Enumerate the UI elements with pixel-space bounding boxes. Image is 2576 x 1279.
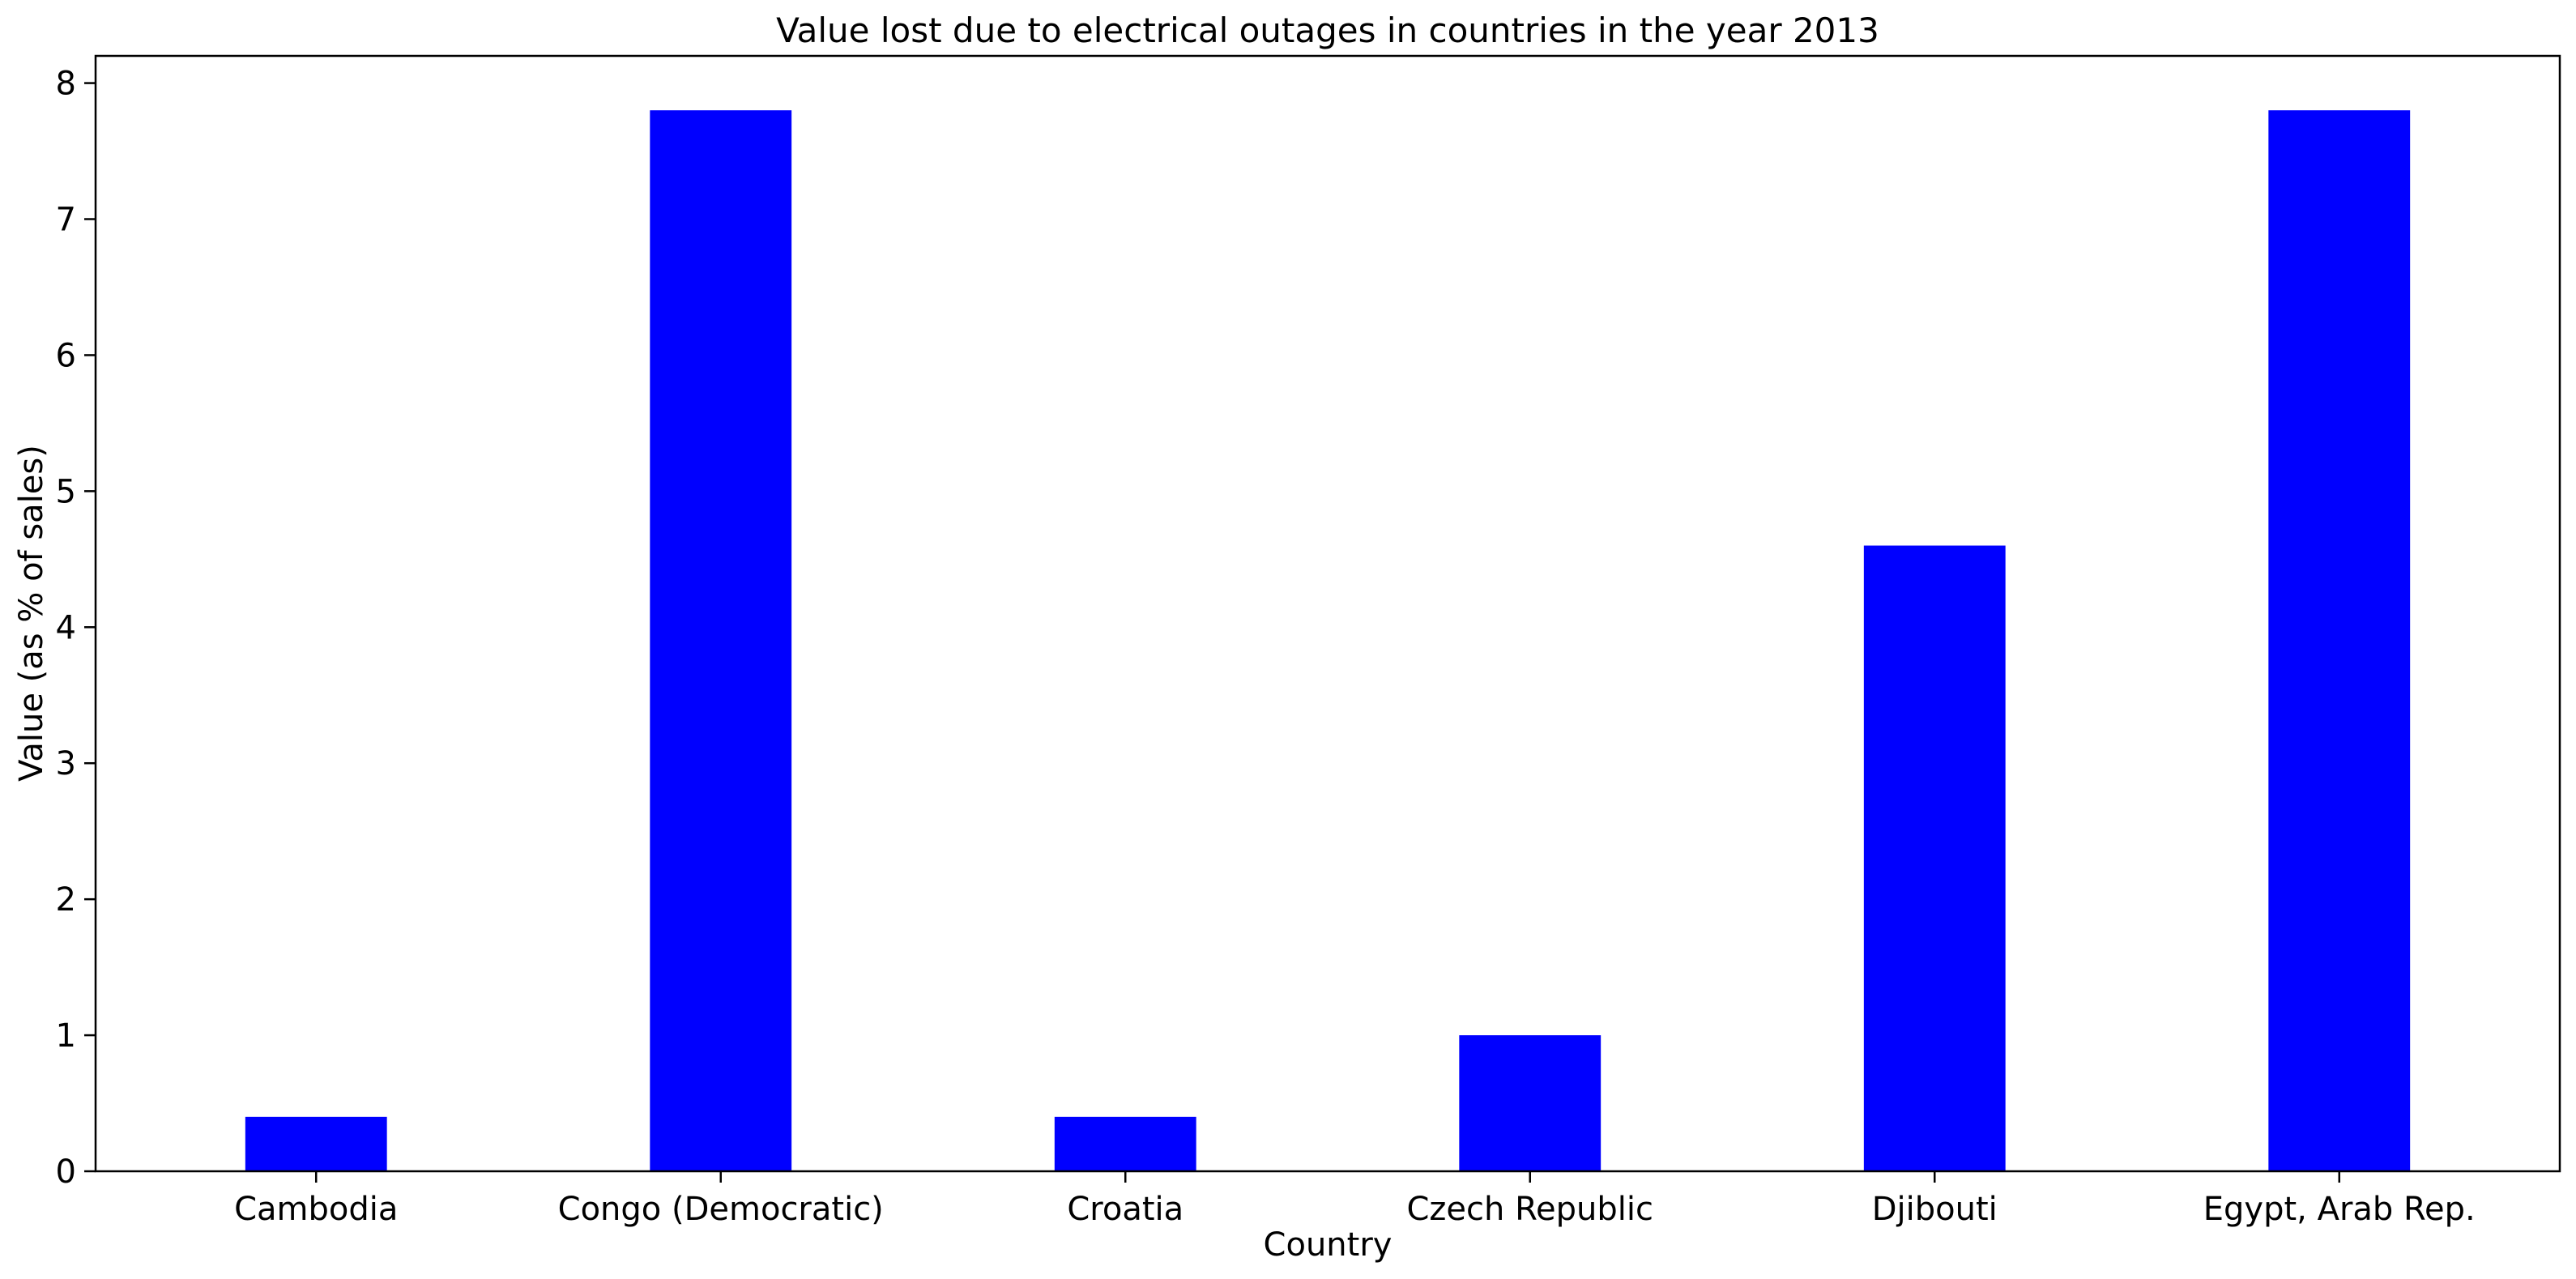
bar-5 [2268,110,2411,1171]
bar-2 [1054,1116,1196,1171]
bar-4 [1863,545,2006,1171]
bar-0 [245,1116,387,1171]
x-tick-label-1: Congo (Democratic) [558,1191,884,1228]
y-tick-label-1: 1 [56,1017,76,1055]
bars [245,110,2411,1171]
y-tick-label-4: 4 [56,609,76,646]
y-tick-label-6: 6 [56,337,76,374]
y-tick-label-2: 2 [56,881,76,919]
x-tick-label-4: Djibouti [1872,1191,1998,1228]
y-axis-label: Value (as % of sales) [13,445,50,782]
bar-1 [650,110,792,1171]
chart-title: Value lost due to electrical outages in … [776,11,1879,50]
x-tick-label-0: Cambodia [234,1191,398,1228]
x-axis-ticks: Cambodia Congo (Democratic) Croatia Czech R… [234,1171,2476,1228]
x-tick-label-5: Egypt, Arab Rep. [2203,1191,2476,1228]
x-axis-label: Country [1264,1226,1392,1264]
y-tick-label-8: 8 [56,66,76,103]
plot-frame [94,54,2561,1173]
y-tick-label-0: 0 [56,1153,76,1191]
y-tick-label-5: 5 [56,473,76,510]
bar-3 [1459,1035,1601,1171]
y-axis-ticks: 0 1 2 3 4 5 6 7 8 [56,66,96,1191]
y-tick-label-3: 3 [56,745,76,782]
y-tick-label-7: 7 [56,202,76,239]
x-tick-label-2: Croatia [1067,1191,1184,1228]
x-tick-label-3: Czech Republic [1406,1191,1653,1228]
